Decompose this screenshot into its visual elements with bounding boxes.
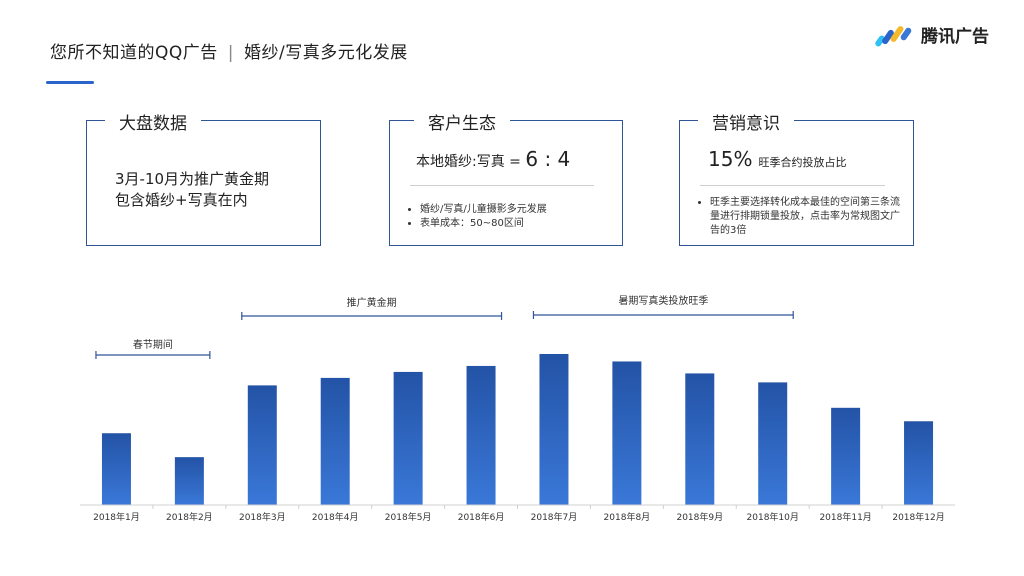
customer-ratio-value: 6 : 4 — [525, 147, 571, 171]
marketing-share-value: 15% — [708, 147, 753, 171]
marketing-share-label: 旺季合约投放占比 — [758, 156, 847, 169]
annotation-spring-festival-label: 春节期间 — [133, 338, 173, 351]
card-big-data-line1: 3月-10月为推广黄金期 — [115, 170, 270, 188]
card-marketing-title: 营销意识 — [698, 109, 794, 134]
list-item: 表单成本：50~80区间 — [420, 217, 547, 231]
card-customer-title: 客户生态 — [414, 109, 510, 134]
bar-2 — [174, 457, 204, 505]
x-tick-label: 2018年8月 — [604, 511, 651, 523]
brand-logo-text: 腾讯广告 — [921, 27, 989, 47]
card-big-data-line2: 包含婚纱+写真在内 — [115, 191, 248, 209]
title-separator: | — [227, 43, 234, 63]
page-title: 您所不知道的QQ广告 | 婚纱/写真多元化发展 — [50, 38, 408, 63]
bar-11 — [831, 407, 861, 505]
bar-4 — [320, 377, 350, 505]
x-tick-label: 2018年5月 — [385, 511, 432, 523]
page-title-sub: 婚纱/写真多元化发展 — [244, 43, 408, 63]
list-item: 婚纱/写真/儿童摄影多元发展 — [420, 203, 547, 217]
bar-9 — [685, 373, 715, 505]
x-tick-label: 2018年3月 — [239, 511, 286, 523]
x-tick-label: 2018年1月 — [93, 511, 140, 523]
x-tick-label: 2018年11月 — [819, 511, 871, 523]
card-big-data-title: 大盘数据 — [105, 109, 201, 134]
bar-5 — [393, 371, 423, 505]
bar-12 — [904, 421, 934, 505]
x-tick-label: 2018年10月 — [747, 511, 799, 523]
x-tick-label: 2018年7月 — [531, 511, 578, 523]
bar-1 — [101, 433, 131, 505]
list-item: 旺季主要选择转化成本最佳的空间第三条流量进行排期锁量投放，点击率为常规图文广告的… — [710, 196, 900, 238]
card-customer: 客户生态 本地婚纱:写真 = 6 : 4 婚纱/写真/儿童摄影多元发展 表单成本… — [389, 109, 623, 246]
tencent-ads-logo-icon — [875, 25, 912, 46]
x-tick-label: 2018年6月 — [458, 511, 505, 523]
monthly-bar-chart: 2018年1月 2018年2月 2018年3月 2018年4月 2018年5月 2018年… — [80, 294, 955, 523]
card-marketing-headline: 15% 旺季合约投放占比 — [708, 147, 846, 171]
x-tick-label: 2018年9月 — [676, 511, 723, 523]
bar-3 — [247, 385, 277, 505]
bar-6 — [466, 365, 496, 505]
card-marketing-bullets: 旺季主要选择转化成本最佳的空间第三条流量进行排期锁量投放，点击率为常规图文广告的… — [694, 196, 900, 238]
bar-8 — [612, 361, 642, 505]
page-title-main: 您所不知道的QQ广告 — [50, 43, 218, 63]
bar-7 — [539, 353, 569, 505]
brand-logo: 腾讯广告 — [875, 22, 989, 47]
title-underline — [46, 81, 94, 84]
annotation-summer-peak: 暑期写真类投放旺季 — [532, 294, 794, 319]
card-big-data: 大盘数据 3月-10月为推广黄金期 包含婚纱+写真在内 — [86, 109, 321, 246]
annotation-spring-festival: 春节期间 — [95, 338, 211, 359]
annotation-golden-period: 推广黄金期 — [241, 296, 503, 320]
card-marketing-divider — [700, 185, 885, 186]
bar-10 — [758, 382, 788, 505]
customer-ratio-label: 本地婚纱:写真 = — [416, 154, 526, 170]
annotation-summer-peak-label: 暑期写真类投放旺季 — [618, 294, 708, 307]
card-customer-headline: 本地婚纱:写真 = 6 : 4 — [416, 147, 570, 171]
x-tick-label: 2018年2月 — [166, 511, 213, 523]
annotation-golden-period-label: 推广黄金期 — [347, 296, 397, 309]
x-tick-label: 2018年4月 — [312, 511, 359, 523]
card-big-data-body: 3月-10月为推广黄金期 包含婚纱+写真在内 — [115, 169, 269, 211]
card-customer-bullets: 婚纱/写真/儿童摄影多元发展 表单成本：50~80区间 — [404, 203, 547, 231]
card-marketing: 营销意识 15% 旺季合约投放占比 旺季主要选择转化成本最佳的空间第三条流量进行排… — [679, 109, 914, 246]
card-customer-divider — [410, 185, 594, 186]
x-tick-label: 2018年12月 — [892, 511, 944, 523]
